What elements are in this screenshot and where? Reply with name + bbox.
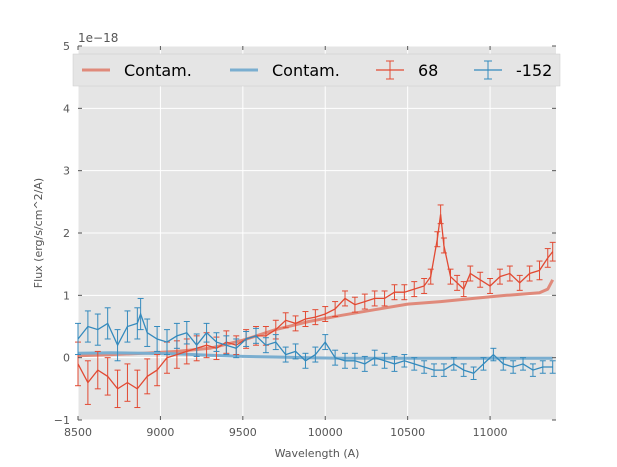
- y-tick-label: 2: [63, 227, 70, 240]
- legend-label: 68: [418, 61, 438, 80]
- y-tick-label: 4: [63, 102, 70, 115]
- contamination-line: [77, 279, 555, 358]
- x-tick-label: 10000: [308, 426, 343, 439]
- y-tick-label: 5: [63, 40, 70, 53]
- x-tick-label: 9000: [146, 426, 174, 439]
- offset-text: 1e−18: [78, 31, 118, 45]
- legend: Contam. Contam. 68 -152: [72, 53, 561, 87]
- x-tick-label: 8500: [64, 426, 92, 439]
- x-tick-label: 10500: [390, 426, 425, 439]
- legend-label: Contam.: [124, 61, 192, 80]
- x-tick-label: 9500: [229, 426, 257, 439]
- legend-label: Contam.: [272, 61, 340, 80]
- y-tick-label: 1: [63, 289, 70, 302]
- grid: [77, 45, 556, 421]
- y-axis-label: Flux (erg/s/cm^2/A): [32, 178, 45, 288]
- x-tick-label: 11000: [473, 426, 508, 439]
- y-tick-label: 0: [63, 352, 70, 365]
- y-tick-label: 3: [63, 165, 70, 178]
- x-axis-label: Wavelength (A): [275, 447, 360, 460]
- axis-ticks: 8500 9000 9500 10000 10500 11000 −1 0 1 2 3 4 5: [54, 40, 556, 439]
- series-line--152: [77, 312, 553, 375]
- y-tick-label: −1: [54, 414, 70, 427]
- legend-label: -152: [516, 61, 552, 80]
- contamination-line: [77, 351, 553, 360]
- series-layer: [75, 204, 556, 409]
